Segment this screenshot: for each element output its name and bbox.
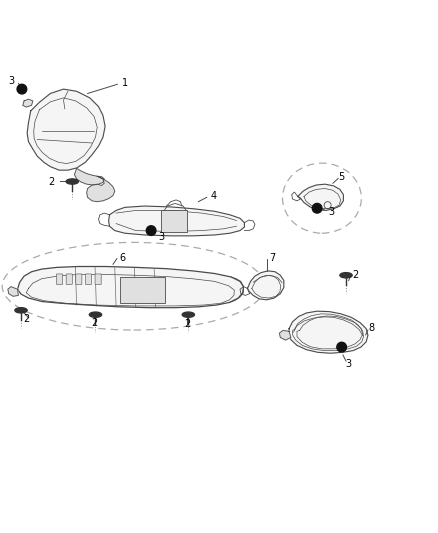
FancyBboxPatch shape (95, 274, 101, 285)
FancyBboxPatch shape (76, 274, 82, 285)
Polygon shape (247, 271, 284, 300)
Text: 6: 6 (120, 253, 126, 263)
Text: 3: 3 (158, 232, 164, 242)
Text: 5: 5 (339, 172, 345, 182)
Circle shape (337, 342, 346, 352)
Polygon shape (74, 168, 104, 185)
Text: 3: 3 (9, 76, 15, 86)
Polygon shape (23, 99, 33, 107)
Text: 2: 2 (23, 314, 29, 324)
Ellipse shape (340, 273, 352, 278)
Text: 4: 4 (211, 190, 217, 200)
Circle shape (146, 226, 156, 236)
FancyBboxPatch shape (161, 209, 187, 232)
Polygon shape (279, 330, 291, 340)
Polygon shape (109, 206, 244, 236)
Text: 1: 1 (122, 77, 128, 87)
Text: 3: 3 (345, 359, 351, 369)
Ellipse shape (182, 312, 194, 317)
Polygon shape (289, 311, 368, 353)
Polygon shape (8, 287, 18, 296)
Text: 2: 2 (353, 270, 359, 280)
FancyBboxPatch shape (66, 274, 72, 285)
Text: 8: 8 (368, 323, 374, 333)
Polygon shape (27, 89, 105, 170)
Ellipse shape (15, 308, 27, 313)
Text: 7: 7 (269, 253, 276, 263)
Polygon shape (18, 266, 244, 308)
Ellipse shape (66, 179, 78, 184)
Polygon shape (87, 176, 115, 201)
Text: 2: 2 (49, 177, 55, 188)
FancyBboxPatch shape (57, 274, 63, 285)
Circle shape (17, 84, 27, 94)
Circle shape (312, 204, 322, 213)
FancyBboxPatch shape (120, 277, 165, 303)
FancyBboxPatch shape (85, 274, 92, 285)
Ellipse shape (89, 312, 102, 317)
Text: 3: 3 (328, 207, 334, 217)
Text: 2: 2 (91, 318, 97, 328)
Text: 2: 2 (184, 319, 191, 329)
Polygon shape (298, 184, 343, 211)
